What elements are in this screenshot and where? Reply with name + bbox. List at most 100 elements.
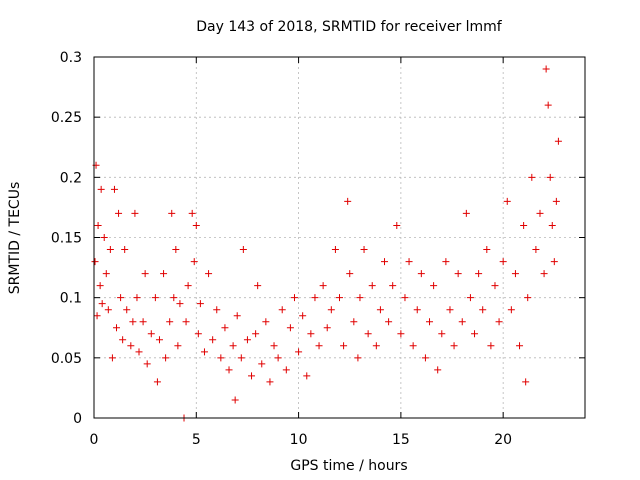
data-point [121,246,129,254]
data-point [98,300,106,308]
data-point [540,270,548,278]
data-point [554,137,562,145]
x-tick-label: 0 [90,432,99,448]
data-point [182,318,190,326]
data-point [372,342,380,350]
data-point [520,221,528,229]
data-point [94,221,102,229]
data-point [100,234,108,241]
data-point [258,360,266,368]
data-point [483,246,491,254]
data-point [462,209,470,217]
data-point [434,366,442,374]
data-point [248,372,256,380]
data-point [491,282,499,290]
data-point [397,330,405,338]
x-axis-tick-labels: 0 5 10 15 20 [90,432,513,448]
x-axis-label: GPS time / hours [290,458,407,474]
y-axis-tick-labels: 0 0.05 0.1 0.15 0.2 0.25 0.3 [51,50,82,427]
data-point [421,354,429,362]
data-point [503,197,511,205]
data-point [303,372,311,380]
data-point [91,258,99,266]
data-point [307,330,315,338]
data-point [252,330,260,338]
data-point [188,209,196,217]
data-point [524,294,532,302]
data-point [548,221,556,229]
data-point [166,318,174,326]
data-point [389,282,397,290]
data-point [536,209,544,217]
data-point [507,306,515,314]
data-point [133,294,141,302]
data-point [299,312,307,320]
data-point [417,270,425,278]
data-point [413,306,421,314]
data-point [522,378,530,386]
data-point [528,173,536,181]
data-point [442,258,450,266]
data-point [174,342,182,350]
data-point [168,209,176,217]
data-point [106,246,114,254]
data-point [129,318,137,326]
data-point [360,246,368,254]
data-point [229,342,237,350]
data-point [115,209,123,217]
data-point [532,246,540,254]
data-point [516,342,524,350]
x-tick-label: 10 [290,432,308,448]
data-point [286,324,294,332]
data-point [139,318,147,326]
axis-ticks [93,56,585,419]
data-point [155,336,163,344]
data-point [336,294,343,302]
data-point [511,270,519,278]
data-point [495,318,503,326]
data-point [552,197,560,205]
x-tick-label: 20 [494,432,512,448]
data-point [350,318,358,326]
x-tick-label: 5 [192,432,201,448]
data-point [487,342,495,350]
y-tick-label: 0.25 [51,110,82,126]
data-point [311,294,319,302]
data-point [192,221,200,229]
data-point [209,336,217,344]
data-point [97,185,105,193]
y-tick-label: 0.1 [60,291,82,307]
data-point [117,294,125,302]
data-point [550,258,558,266]
data-point [151,294,159,302]
data-point [364,330,372,338]
data-point [160,270,168,278]
data-point [356,294,364,302]
data-point [544,101,552,109]
data-point [450,342,458,350]
data-point [274,354,282,362]
data-point [213,306,221,314]
data-point [376,306,384,314]
data-point [96,282,104,290]
data-point [340,342,348,350]
data-point [346,270,354,278]
data-point [282,366,290,374]
data-point [385,318,393,326]
data-point [405,258,413,266]
data-point [546,173,554,181]
data-point [254,282,262,290]
data-point [409,342,417,350]
data-point [401,294,409,302]
data-point [458,318,466,326]
data-point [270,342,278,350]
data-point [381,258,389,266]
data-point [102,270,110,278]
y-tick-label: 0 [73,411,82,427]
data-point [315,342,323,350]
data-point [475,270,483,278]
data-point [119,336,127,344]
y-tick-label: 0.2 [60,170,82,186]
data-point [190,258,198,266]
